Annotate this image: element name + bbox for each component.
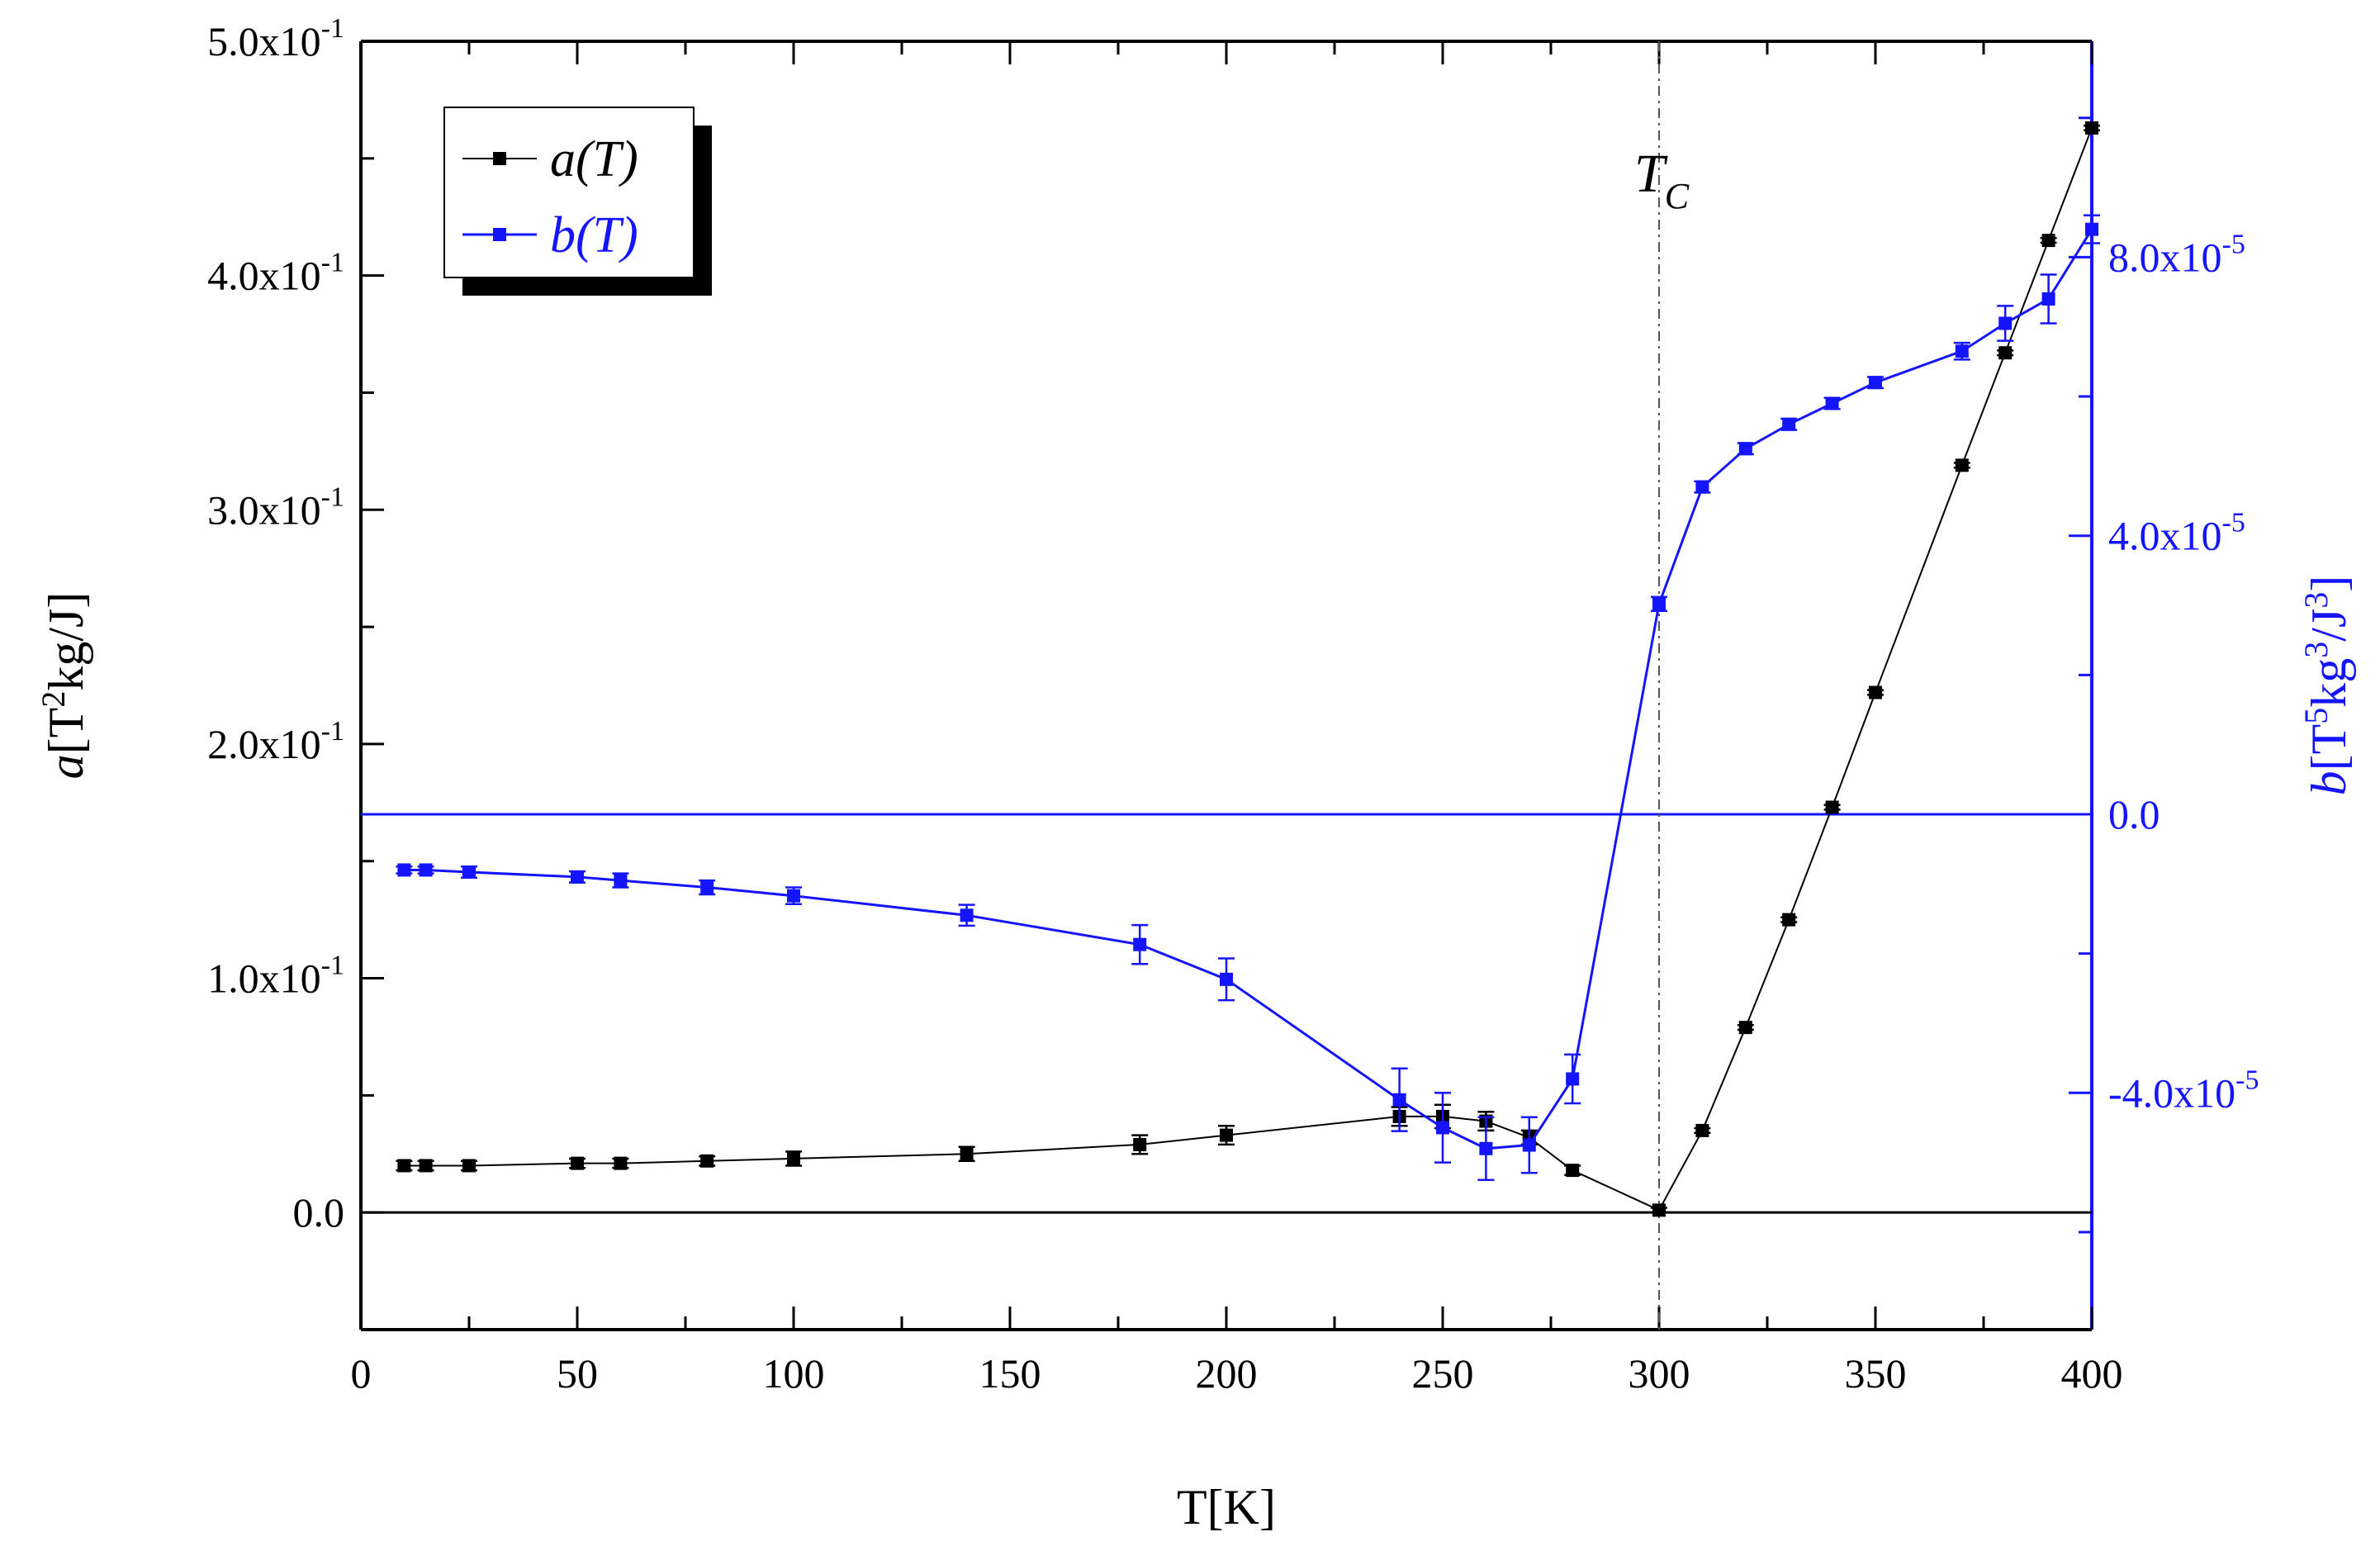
data-point (571, 870, 584, 884)
x-tick-label: 50 (557, 1350, 598, 1397)
data-point (1955, 344, 1969, 358)
data-point (1220, 1128, 1233, 1142)
data-point (571, 1156, 584, 1170)
data-point (419, 863, 433, 877)
data-point (1738, 442, 1752, 456)
data-point (1869, 685, 1882, 699)
data-point (700, 1154, 714, 1168)
data-point (1392, 1093, 1406, 1107)
data-point (960, 908, 974, 922)
legend-marker (493, 228, 506, 241)
data-point (1998, 316, 2013, 330)
data-point (1955, 458, 1969, 472)
data-point (462, 1159, 476, 1173)
right-tick-label: 8.0x10-5 (2108, 229, 2245, 280)
tc-label: TC (1634, 144, 1690, 216)
data-point (397, 1159, 411, 1173)
legend: a(T) b(T) (443, 107, 712, 296)
data-point (419, 1159, 433, 1173)
data-point (614, 874, 628, 888)
right-tick-label: 4.0x10-5 (2108, 508, 2245, 559)
data-point (1869, 376, 1882, 390)
data-point (2085, 222, 2098, 236)
left-tick-label: 5.0x10-1 (207, 13, 344, 64)
x-tick-label: 350 (1845, 1350, 1907, 1397)
legend-label: a(T) (550, 131, 638, 187)
data-point (397, 863, 411, 877)
x-axis-title: T[K] (1177, 1480, 1276, 1534)
data-point (1522, 1138, 1536, 1152)
axes-layer (359, 40, 2093, 1331)
data-point (1738, 1021, 1752, 1035)
data-point (787, 1151, 800, 1165)
data-point (1782, 913, 1796, 927)
right-tick-label: -4.0x10-5 (2108, 1065, 2259, 1116)
data-point (614, 1156, 628, 1170)
data-point (1566, 1164, 1580, 1178)
legend-marker (493, 152, 506, 165)
left-tick-label: 4.0x10-1 (207, 248, 344, 299)
data-point (1998, 346, 2013, 360)
x-tick-label: 100 (763, 1350, 825, 1397)
data-point (2041, 234, 2055, 248)
data-layer (396, 121, 2100, 1217)
y-right-axis-title: b[T5kg3/J3] (2297, 576, 2356, 796)
legend-box (443, 107, 695, 278)
x-tick-label: 400 (2061, 1350, 2123, 1397)
data-point (787, 889, 800, 903)
data-point (1825, 396, 1839, 410)
data-point (2085, 121, 2098, 135)
y-left-axis-title-text: a[T2kg/J] (35, 592, 93, 780)
labels-layer: 0 50 100 150 200 250 300 350 400 0.0 1.0x10-1 2.0x1… (35, 13, 2356, 1534)
legend-label: b(T) (550, 207, 638, 263)
x-tick-label: 300 (1629, 1350, 1690, 1397)
x-tick-label: 250 (1412, 1350, 1474, 1397)
data-point (700, 880, 714, 894)
data-point (2041, 292, 2055, 306)
series-b (396, 214, 2100, 1181)
data-point (960, 1147, 974, 1161)
x-tick-label: 150 (979, 1350, 1041, 1397)
y-right-axis-title-text: b[T5kg3/J3] (2297, 576, 2356, 796)
data-point (1652, 597, 1666, 611)
data-point (1436, 1121, 1449, 1135)
right-tick-label: 0.0 (2108, 791, 2160, 837)
x-tick-label: 0 (351, 1350, 372, 1397)
data-point (1695, 1123, 1709, 1137)
left-tick-label: 2.0x10-1 (207, 716, 344, 767)
y-left-axis-title: a[T2kg/J] (35, 592, 93, 780)
data-point (1220, 972, 1233, 986)
left-tick-label: 1.0x10-1 (207, 951, 344, 1002)
data-point (1479, 1141, 1493, 1155)
data-point (1782, 417, 1796, 431)
data-point (1825, 800, 1839, 814)
data-point (1652, 1203, 1666, 1217)
x-tick-label: 200 (1196, 1350, 1258, 1397)
data-point (1695, 480, 1709, 494)
data-point (1133, 1137, 1147, 1151)
left-tick-label: 3.0x10-1 (207, 481, 344, 533)
data-point (1133, 937, 1147, 951)
data-point (1566, 1072, 1580, 1086)
data-point (462, 865, 476, 879)
left-tick-label: 0.0 (293, 1189, 345, 1235)
